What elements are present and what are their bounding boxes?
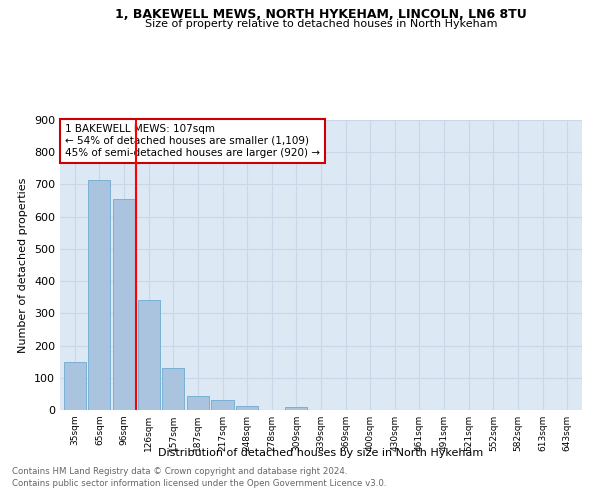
Y-axis label: Number of detached properties: Number of detached properties	[19, 178, 28, 352]
Bar	[162, 368, 184, 410]
Bar	[88, 180, 110, 410]
Bar	[137, 300, 160, 410]
Bar	[113, 199, 135, 410]
Text: Contains public sector information licensed under the Open Government Licence v3: Contains public sector information licen…	[12, 478, 386, 488]
Text: 1, BAKEWELL MEWS, NORTH HYKEHAM, LINCOLN, LN6 8TU: 1, BAKEWELL MEWS, NORTH HYKEHAM, LINCOLN…	[115, 8, 527, 20]
Bar	[64, 362, 86, 410]
Text: Contains HM Land Registry data © Crown copyright and database right 2024.: Contains HM Land Registry data © Crown c…	[12, 468, 347, 476]
Bar	[285, 407, 307, 410]
Bar	[236, 406, 258, 410]
Text: Distribution of detached houses by size in North Hykeham: Distribution of detached houses by size …	[158, 448, 484, 458]
Text: 1 BAKEWELL MEWS: 107sqm
← 54% of detached houses are smaller (1,109)
45% of semi: 1 BAKEWELL MEWS: 107sqm ← 54% of detache…	[65, 124, 320, 158]
Text: Size of property relative to detached houses in North Hykeham: Size of property relative to detached ho…	[145, 19, 497, 29]
Bar	[211, 400, 233, 410]
Bar	[187, 396, 209, 410]
